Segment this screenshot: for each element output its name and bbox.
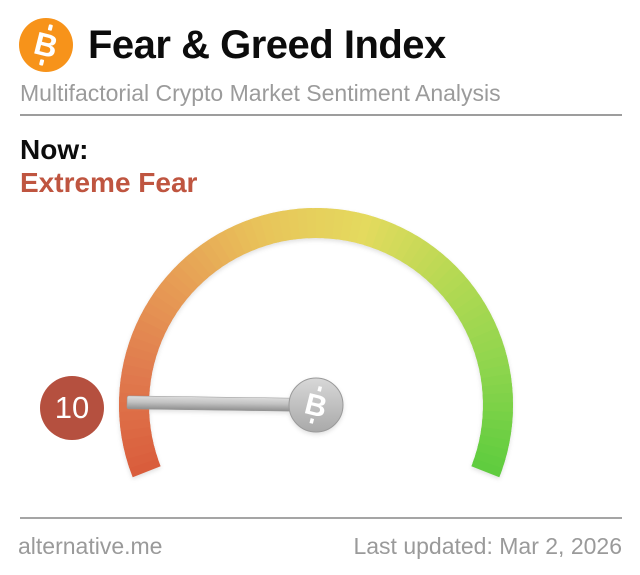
header-divider <box>20 114 622 116</box>
gauge-hub <box>288 377 344 433</box>
site-link[interactable]: alternative.me <box>18 533 163 559</box>
hub-bitcoin-bar-bottom <box>309 418 315 424</box>
page-title: Fear & Greed Index <box>88 23 446 67</box>
bitcoin-bar-bottom <box>38 59 45 66</box>
bitcoin-letter: B <box>30 24 62 66</box>
gauge-needle <box>126 395 317 412</box>
footer-divider <box>20 517 622 519</box>
last-updated-label: Last updated: Mar 2, 2026 <box>353 533 622 559</box>
gauge-chart: B <box>119 207 513 478</box>
reading-value: 10 <box>54 390 90 425</box>
sentiment-label: Extreme Fear <box>20 167 198 198</box>
gauge-arc <box>119 207 513 478</box>
reading-badge: 10 <box>40 376 104 440</box>
page-subtitle: Multifactorial Crypto Market Sentiment A… <box>20 80 501 106</box>
now-label: Now: <box>20 134 89 165</box>
hub-bitcoin-bar-top <box>317 386 323 392</box>
bitcoin-logo: B <box>19 18 73 72</box>
bitcoin-icon: B <box>29 24 63 66</box>
